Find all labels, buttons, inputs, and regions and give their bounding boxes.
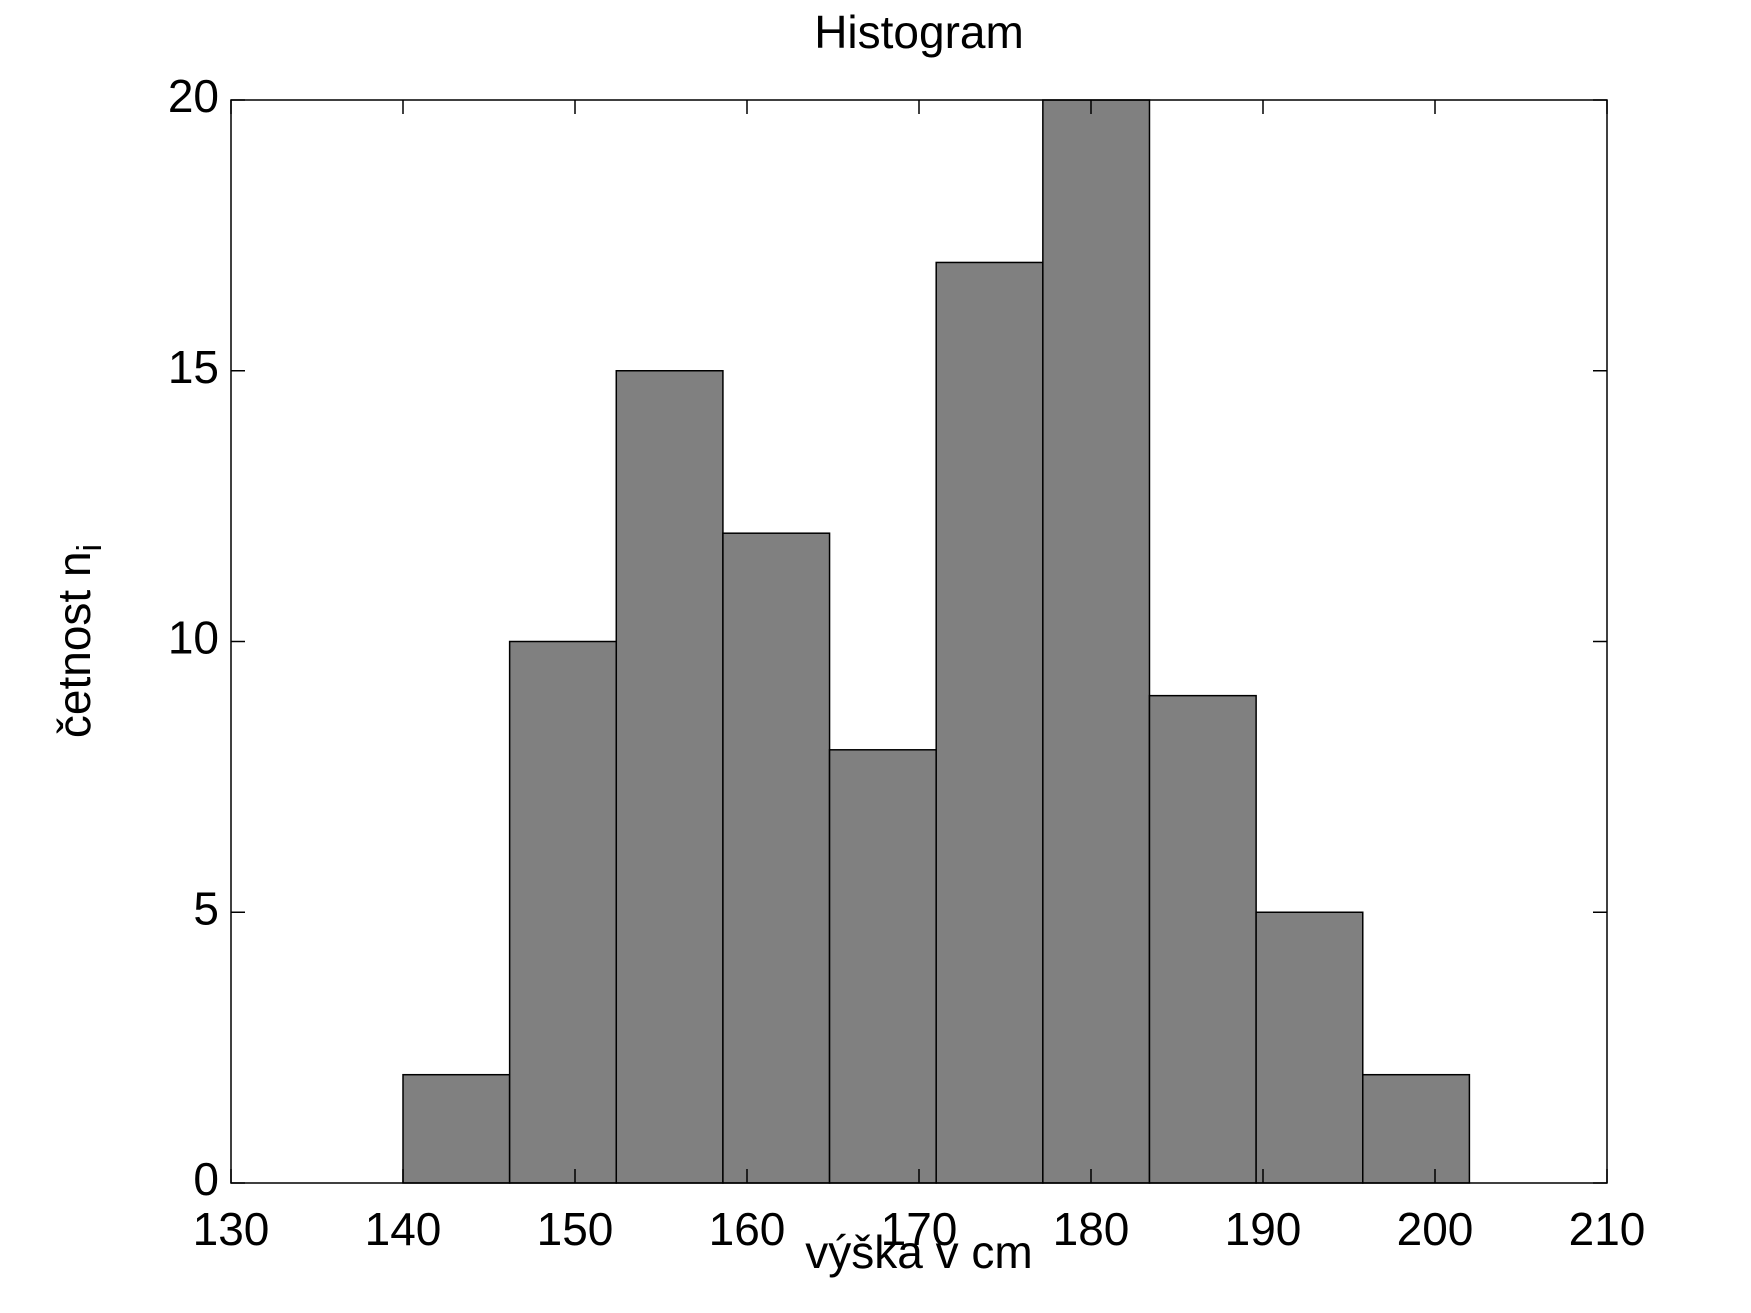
x-tick-label: 210 xyxy=(1569,1203,1646,1255)
y-axis-label-main: četnost n xyxy=(48,551,100,738)
y-tick-label: 15 xyxy=(168,341,219,393)
y-tick-label: 5 xyxy=(193,882,219,934)
bar xyxy=(1148,694,1257,1184)
bar xyxy=(1042,99,1151,1184)
y-tick-label: 0 xyxy=(193,1153,219,1205)
x-tick-label: 200 xyxy=(1397,1203,1474,1255)
x-tick-label: 150 xyxy=(537,1203,614,1255)
bar xyxy=(1255,911,1364,1184)
bar xyxy=(722,532,831,1184)
x-tick-label: 130 xyxy=(193,1203,270,1255)
x-tick-label: 170 xyxy=(881,1203,958,1255)
y-tick-label: 20 xyxy=(168,70,219,122)
y-axis-label: četnost ni xyxy=(48,544,109,738)
bar xyxy=(828,749,937,1184)
x-axis-label: výška v cm xyxy=(805,1226,1032,1278)
x-tick-label: 140 xyxy=(365,1203,442,1255)
bar xyxy=(508,640,618,1184)
bar xyxy=(615,370,724,1184)
x-tick-label: 180 xyxy=(1053,1203,1130,1255)
bar xyxy=(1362,1073,1471,1184)
y-tick-label: 10 xyxy=(168,612,219,664)
x-tick-label: 190 xyxy=(1225,1203,1302,1255)
x-tick-label: 160 xyxy=(709,1203,786,1255)
y-axis-label-subscript: i xyxy=(71,544,109,552)
bar xyxy=(402,1073,511,1184)
chart-title: Histogram xyxy=(814,6,1024,58)
bar xyxy=(935,261,1044,1184)
